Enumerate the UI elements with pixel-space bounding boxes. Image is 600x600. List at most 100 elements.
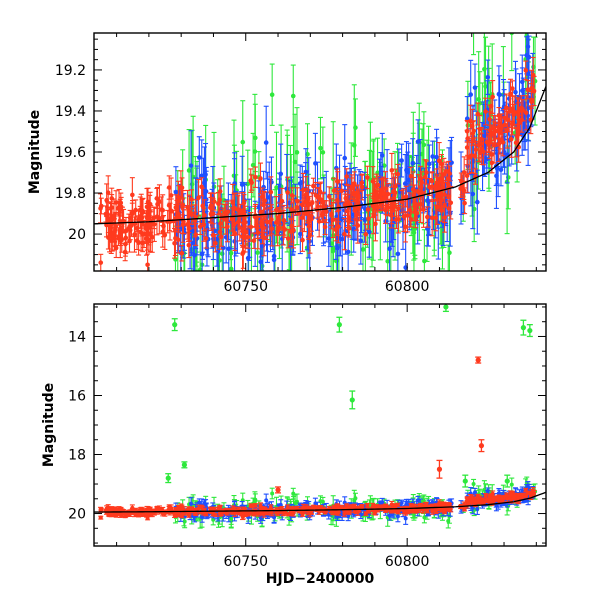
top-marker bbox=[98, 206, 103, 211]
top-marker bbox=[302, 211, 307, 216]
top-marker bbox=[462, 200, 467, 206]
top-marker bbox=[137, 214, 143, 220]
top-marker bbox=[254, 225, 260, 231]
top-marker bbox=[516, 129, 521, 134]
top-marker bbox=[439, 208, 445, 213]
top-marker bbox=[269, 217, 274, 222]
top-marker bbox=[251, 238, 257, 243]
top-data-point bbox=[523, 95, 529, 131]
top-marker bbox=[259, 222, 264, 227]
top-data-point bbox=[415, 119, 421, 164]
top-marker bbox=[385, 258, 390, 264]
top-marker bbox=[249, 180, 254, 185]
top-marker bbox=[387, 246, 392, 252]
top-data-point bbox=[436, 141, 442, 180]
top-marker bbox=[322, 224, 328, 230]
top-y-tick-label: 20 bbox=[68, 227, 86, 243]
top-marker bbox=[252, 149, 258, 154]
top-marker bbox=[258, 259, 264, 265]
top-data-point bbox=[320, 191, 326, 222]
top-y-tick-labels: 19.2 19.4 19.6 19.8 20 bbox=[55, 63, 86, 243]
top-data-point bbox=[500, 128, 506, 157]
top-marker bbox=[363, 231, 369, 237]
top-marker bbox=[294, 150, 300, 155]
top-marker bbox=[508, 91, 513, 97]
top-data-point bbox=[339, 179, 345, 203]
top-data-point bbox=[392, 168, 398, 205]
top-x-tick-label: 60800 bbox=[385, 279, 430, 295]
top-marker bbox=[360, 247, 366, 252]
top-marker bbox=[264, 219, 270, 225]
top-marker bbox=[468, 92, 474, 97]
top-marker bbox=[495, 128, 501, 134]
top-data-point bbox=[427, 178, 433, 196]
top-marker bbox=[345, 199, 351, 205]
top-marker bbox=[472, 85, 478, 90]
top-data-point bbox=[257, 162, 263, 195]
top-data-point bbox=[262, 191, 268, 210]
top-data-point bbox=[210, 198, 216, 230]
top-marker bbox=[186, 242, 192, 248]
top-data-point bbox=[446, 200, 452, 217]
top-marker bbox=[386, 205, 391, 210]
top-marker bbox=[255, 230, 261, 235]
top-marker bbox=[389, 209, 395, 214]
top-data-point bbox=[161, 214, 167, 238]
top-marker bbox=[299, 215, 305, 220]
top-marker bbox=[336, 235, 342, 241]
top-data-point bbox=[487, 124, 493, 160]
top-data-point bbox=[364, 165, 370, 190]
top-marker bbox=[442, 192, 447, 197]
top-marker bbox=[408, 198, 414, 204]
top-x-tick-labels: 60750 60800 bbox=[223, 279, 429, 295]
top-marker bbox=[358, 238, 364, 244]
top-data-point bbox=[445, 169, 451, 199]
top-marker bbox=[318, 145, 323, 151]
top-marker bbox=[281, 225, 286, 231]
top-marker bbox=[231, 206, 237, 212]
top-marker bbox=[147, 209, 153, 214]
top-marker bbox=[469, 153, 474, 158]
top-marker bbox=[218, 221, 223, 226]
top-data-point bbox=[320, 126, 326, 179]
top-data-point bbox=[472, 137, 478, 175]
top-marker bbox=[354, 190, 359, 196]
top-data-point bbox=[136, 229, 142, 256]
top-data-point bbox=[145, 253, 151, 271]
bottom-data-point bbox=[269, 487, 275, 500]
top-data-point bbox=[471, 33, 477, 56]
top-marker bbox=[309, 216, 314, 222]
top-marker bbox=[292, 159, 298, 165]
top-data-point bbox=[443, 161, 449, 182]
top-marker bbox=[526, 105, 531, 111]
top-marker bbox=[228, 250, 234, 256]
top-marker bbox=[178, 185, 184, 190]
top-data-point bbox=[268, 204, 274, 235]
top-marker bbox=[491, 130, 497, 135]
top-marker bbox=[407, 207, 413, 213]
top-marker bbox=[422, 258, 427, 264]
top-marker bbox=[197, 267, 203, 271]
top-marker bbox=[279, 198, 285, 204]
top-marker bbox=[529, 85, 534, 91]
top-data-point bbox=[475, 102, 481, 126]
top-data-point bbox=[285, 176, 291, 209]
top-marker bbox=[232, 230, 238, 236]
top-marker bbox=[404, 167, 409, 173]
top-marker bbox=[370, 179, 376, 184]
top-marker bbox=[285, 236, 291, 241]
top-marker bbox=[513, 140, 519, 146]
top-data-point bbox=[252, 166, 258, 188]
top-marker bbox=[342, 231, 347, 237]
top-marker bbox=[487, 139, 493, 145]
top-marker bbox=[373, 196, 379, 201]
top-marker bbox=[396, 216, 401, 222]
top-marker bbox=[511, 109, 517, 115]
top-marker bbox=[199, 251, 205, 257]
top-marker bbox=[201, 222, 207, 228]
top-marker bbox=[448, 200, 454, 206]
top-data-point bbox=[217, 185, 223, 215]
top-marker bbox=[173, 215, 179, 221]
top-marker bbox=[334, 224, 340, 230]
